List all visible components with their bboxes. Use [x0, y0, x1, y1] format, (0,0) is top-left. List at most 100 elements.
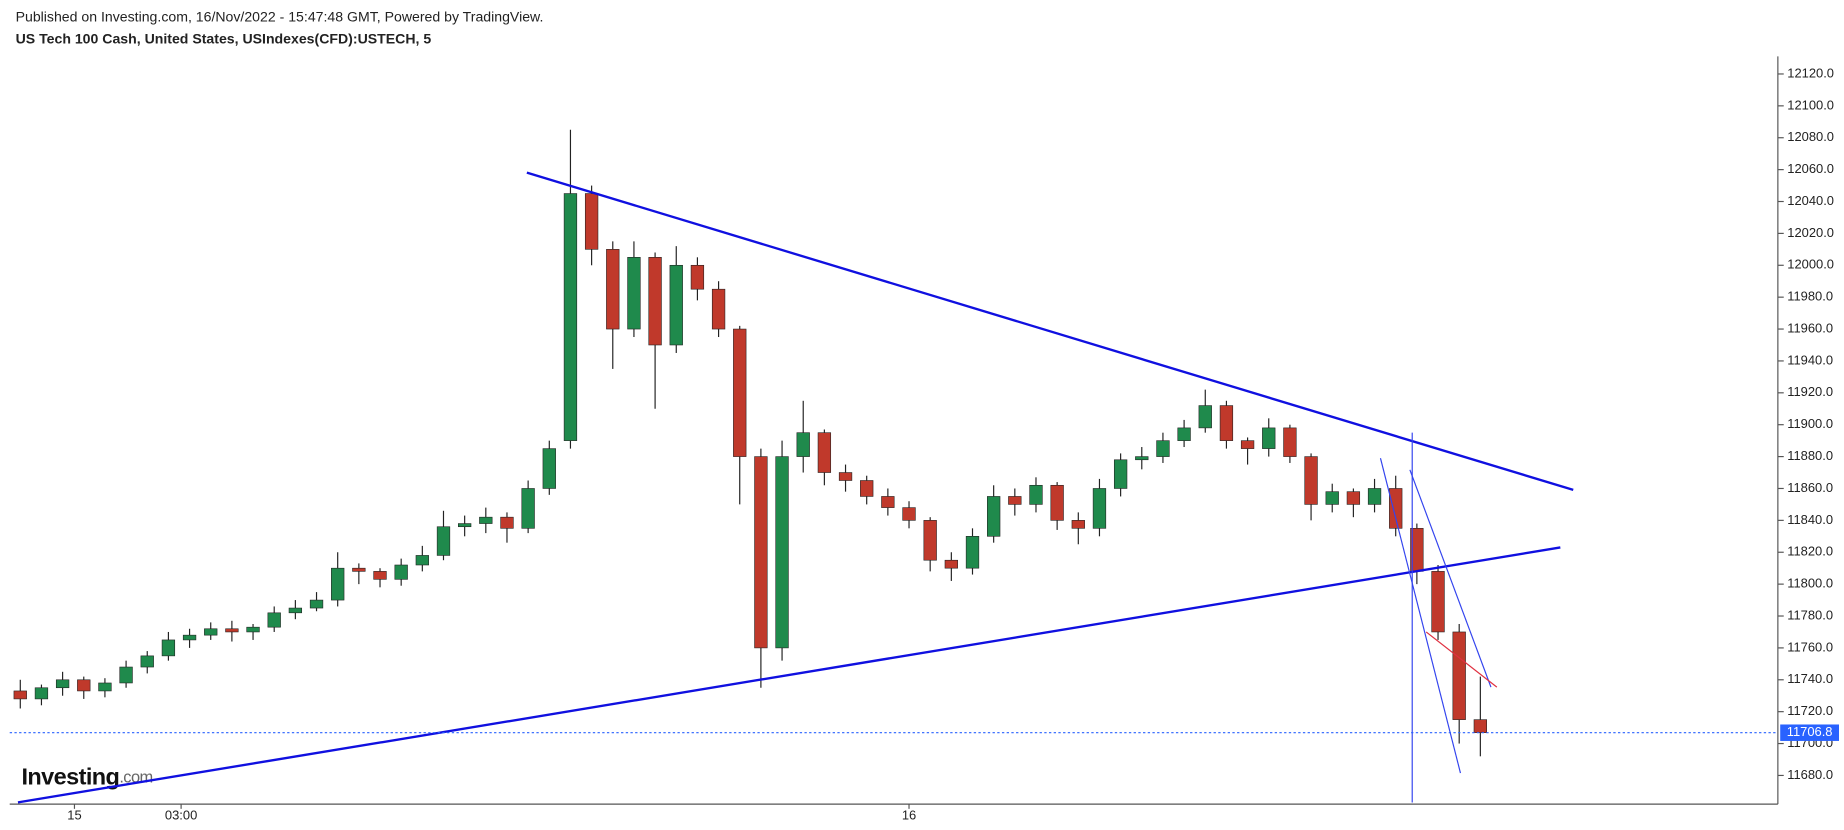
- candle-body: [521, 488, 535, 529]
- candle-body: [563, 193, 578, 441]
- y-tick-label: 11880.0: [1787, 448, 1833, 463]
- y-tick-label: 11740.0: [1787, 671, 1833, 686]
- y-tick-label: 11760.0: [1787, 639, 1833, 654]
- candle-body: [923, 520, 937, 561]
- trend-line: [17, 546, 1561, 804]
- candle-body: [1029, 484, 1043, 505]
- candle-body: [1473, 719, 1487, 734]
- y-tick-label: 12100.0: [1787, 97, 1834, 112]
- trend-line: [1425, 631, 1498, 688]
- y-tick-label: 11680.0: [1787, 767, 1833, 782]
- candle-body: [1262, 427, 1276, 449]
- candle-body: [817, 432, 832, 473]
- candle-body: [500, 516, 514, 529]
- candle-body: [1283, 427, 1297, 457]
- candle-body: [838, 472, 853, 481]
- candle-body: [1050, 484, 1064, 521]
- candle-body: [1135, 456, 1149, 461]
- candle-body: [161, 639, 176, 657]
- candle-body: [77, 679, 91, 692]
- candle-body: [1325, 491, 1339, 505]
- candle-body: [987, 496, 1001, 537]
- candle-body: [860, 480, 874, 497]
- y-tick-label: 11920.0: [1787, 384, 1833, 399]
- logo-name: Investing: [21, 763, 119, 789]
- y-tick-label: 11860.0: [1787, 480, 1833, 495]
- candle-body: [267, 612, 281, 628]
- candle-body: [1008, 496, 1022, 505]
- y-tick-label: 12000.0: [1787, 257, 1834, 272]
- candle-body: [733, 328, 747, 457]
- y-tick-label: 11960.0: [1787, 320, 1833, 335]
- candle-body: [225, 628, 239, 633]
- instrument-title: US Tech 100 Cash, United States, USIndex…: [16, 31, 432, 47]
- candle-body: [1219, 405, 1234, 441]
- candle-body: [331, 567, 345, 601]
- candle-body: [1367, 488, 1382, 505]
- candle-body: [584, 193, 599, 250]
- candle-body: [944, 559, 958, 569]
- candle-body: [902, 507, 916, 521]
- candle-body: [1092, 488, 1107, 529]
- candle-body: [13, 690, 27, 700]
- y-tick-label: 12020.0: [1787, 225, 1834, 240]
- candle-body: [246, 626, 260, 633]
- last-price-tag: [1780, 724, 1839, 741]
- trend-line: [1409, 469, 1492, 688]
- candle-body: [1113, 459, 1128, 489]
- published-note: Published on Investing.com, 16/Nov/2022 …: [16, 8, 544, 24]
- y-tick-label: 11900.0: [1787, 416, 1833, 431]
- candle-body: [1071, 520, 1085, 529]
- x-tick-label: 03:00: [165, 807, 197, 822]
- last-price-label: 11706.8: [1787, 724, 1833, 739]
- candle-body: [34, 687, 49, 700]
- candle-body: [458, 523, 472, 528]
- candle-body: [754, 456, 768, 649]
- y-tick-label: 11800.0: [1787, 576, 1833, 591]
- trend-line: [1379, 458, 1462, 774]
- candle-body: [288, 607, 303, 614]
- x-tick-label: 15: [67, 807, 81, 822]
- y-tick-label: 11980.0: [1787, 289, 1833, 304]
- candle-body: [606, 249, 620, 330]
- candle-body: [352, 567, 366, 572]
- candle-body: [627, 257, 641, 330]
- candle-body: [415, 555, 429, 566]
- candle-body: [1177, 427, 1191, 441]
- candle-body: [881, 496, 895, 508]
- candle-body: [479, 516, 493, 524]
- y-tick-label: 11720.0: [1787, 703, 1833, 718]
- candle-body: [1389, 488, 1403, 529]
- candle-body: [1431, 571, 1445, 633]
- candle-body: [669, 264, 683, 346]
- candle-body: [965, 536, 980, 569]
- logo: Investing.com: [21, 763, 152, 789]
- y-tick-label: 11840.0: [1787, 512, 1833, 527]
- candle-body: [373, 571, 387, 580]
- candle-body: [1304, 456, 1318, 505]
- candle-body: [648, 257, 662, 346]
- trend-line: [526, 171, 1574, 492]
- candle-body: [204, 628, 218, 636]
- candle-body: [775, 456, 789, 649]
- candle-body: [436, 526, 451, 556]
- y-tick-label: 11780.0: [1787, 607, 1833, 622]
- candle-body: [1198, 405, 1212, 429]
- y-tick-label: 11940.0: [1787, 352, 1833, 367]
- y-tick-label: 12060.0: [1787, 161, 1834, 176]
- candle-body: [119, 666, 133, 684]
- candle-body: [98, 682, 112, 692]
- candle-body: [394, 564, 408, 580]
- candle-body: [1346, 491, 1361, 505]
- candle-body: [182, 634, 197, 641]
- candle-body: [55, 679, 70, 689]
- candle-body: [542, 448, 556, 489]
- x-tick-label: 16: [902, 807, 916, 822]
- candle-body: [1452, 631, 1466, 720]
- candle-body: [711, 288, 726, 330]
- candle-body: [1156, 440, 1170, 457]
- candle-body: [1240, 440, 1255, 449]
- candle-body: [690, 264, 705, 290]
